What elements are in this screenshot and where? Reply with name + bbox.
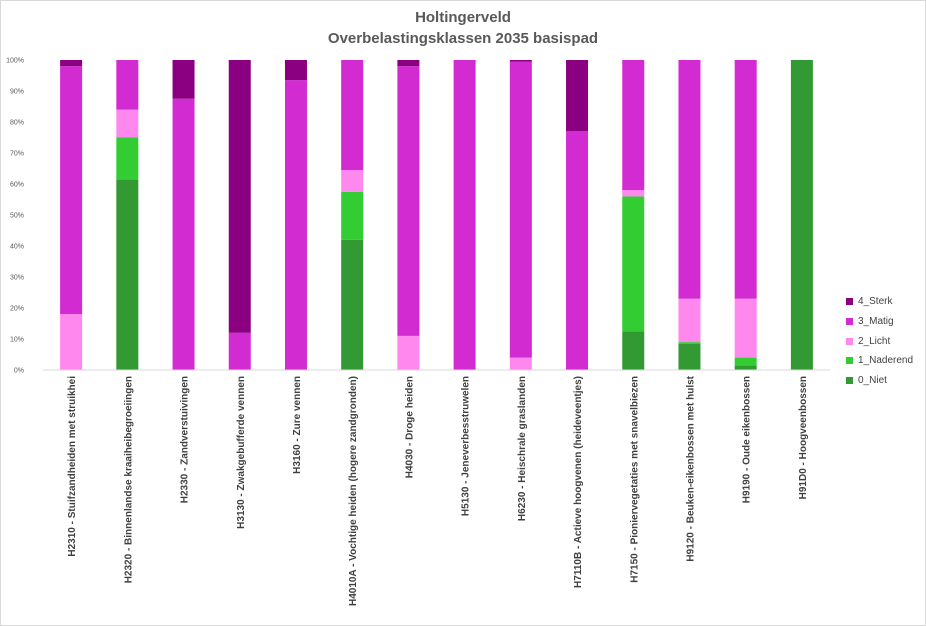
x-category-label: H2320 - Binnenlandse kraaiheibegroeiinge…: [123, 376, 134, 583]
legend-item: 4_Sterk: [846, 292, 913, 312]
x-category-label: H9190 - Oude eikenbossen: [742, 376, 753, 503]
legend-label: 2_Licht: [858, 335, 891, 347]
x-category-label: H3130 - Zwakgebufferde vennen: [236, 376, 247, 529]
bar-segment: [172, 98, 195, 370]
y-tick-label: 10%: [10, 337, 24, 344]
bar-segment: [172, 60, 195, 99]
legend-label: 1_Naderend: [858, 355, 914, 367]
bar-segment: [341, 191, 364, 240]
bar-segment: [341, 60, 364, 171]
chart-title: Holtingerveld: [415, 9, 511, 26]
bar-segment: [678, 342, 701, 344]
legend-item: 0_Niet: [846, 371, 913, 391]
x-category-label: H9120 - Beuken-eikenbossen met hulst: [685, 375, 696, 561]
bar-segment: [622, 331, 645, 370]
bar-segment: [60, 66, 83, 315]
y-tick-label: 0%: [14, 368, 24, 375]
bar-segment: [566, 131, 589, 370]
x-category-label: H3160 - Zure vennen: [292, 376, 303, 474]
legend-item: 2_Licht: [846, 331, 913, 351]
bar-segment: [341, 170, 364, 192]
bar-segment: [622, 196, 645, 332]
y-axis: 0% 10% 20% 30% 40% 50% 60% 70% 80% 90% 100%: [6, 58, 24, 375]
x-category-label: H6230 - Heischrale graslanden: [517, 376, 528, 521]
bar-segment: [284, 80, 307, 371]
bar-segment: [397, 335, 420, 370]
y-tick-label: 80%: [10, 120, 24, 127]
legend: 4_Sterk 3_Matig 2_Licht 1_Naderend 0_Niet: [846, 292, 913, 390]
bar-segment: [60, 314, 83, 370]
legend-swatch: [846, 318, 853, 326]
bar-segment: [678, 298, 701, 343]
x-category-label: H7150 - Pioniervegetaties met snavelbiez…: [629, 376, 640, 583]
bar-segment: [509, 61, 532, 358]
legend-swatch: [846, 357, 853, 365]
bar-segment: [116, 109, 139, 138]
legend-item: 3_Matig: [846, 312, 913, 332]
x-category-label: H7110B - Actieve hoogvenen (heideveentje…: [573, 376, 584, 588]
bar-segment: [60, 60, 83, 67]
x-category-label: H91D0 - Hoogveenbossen: [798, 376, 809, 499]
y-tick-label: 20%: [10, 306, 24, 313]
bar-segment: [453, 60, 476, 370]
bar-segment: [509, 357, 532, 370]
chart-subtitle: Overbelastingsklassen 2035 basispad: [327, 30, 599, 47]
bar-segment: [341, 239, 364, 370]
legend-label: 0_Niet: [858, 375, 887, 387]
bar-segment: [566, 60, 589, 132]
y-tick-label: 30%: [10, 275, 24, 282]
bar-segment: [116, 179, 139, 370]
y-tick-label: 40%: [10, 244, 24, 251]
bar-segment: [622, 60, 645, 191]
x-category-label: H5130 - Jeneverbesstruwelen: [461, 376, 472, 516]
y-tick-label: 70%: [10, 151, 24, 158]
legend-item: 1_Naderend: [846, 351, 913, 371]
x-category-label: H2310 - Stuifzandheiden met struikhei: [67, 376, 78, 557]
legend-swatch: [846, 298, 853, 306]
bar-segment: [734, 365, 757, 370]
bar-segment: [678, 343, 701, 370]
legend-swatch: [846, 377, 853, 385]
bar-segment: [397, 66, 420, 336]
bar-segment: [790, 60, 813, 370]
y-tick-label: 60%: [10, 182, 24, 189]
bar-segment: [116, 137, 139, 180]
bar-segment: [116, 60, 139, 110]
bar-segment: [734, 60, 757, 299]
bar-segment: [509, 60, 532, 62]
legend-swatch: [846, 337, 853, 345]
y-tick-label: 50%: [10, 213, 24, 220]
x-axis: H2310 - Stuifzandheiden met struikhei H23…: [67, 375, 809, 606]
legend-label: 4_Sterk: [858, 296, 893, 308]
bar-segment: [228, 332, 251, 370]
y-tick-label: 90%: [10, 89, 24, 96]
x-category-label: H2330 - Zandverstuivingen: [180, 376, 191, 503]
bar-segment: [228, 60, 251, 333]
x-category-label: H4010A - Vochtige heiden (hogere zandgro…: [348, 376, 359, 606]
bar-segment: [734, 357, 757, 366]
y-tick-label: 100%: [6, 58, 24, 65]
bar-segment: [734, 298, 757, 358]
bars: [60, 60, 813, 371]
bar-segment: [678, 60, 701, 299]
bar-segment: [622, 190, 645, 197]
legend-label: 3_Matig: [858, 316, 894, 328]
bar-segment: [284, 60, 307, 81]
bar-segment: [397, 60, 420, 67]
x-category-label: H4030 - Droge heiden: [404, 376, 415, 478]
